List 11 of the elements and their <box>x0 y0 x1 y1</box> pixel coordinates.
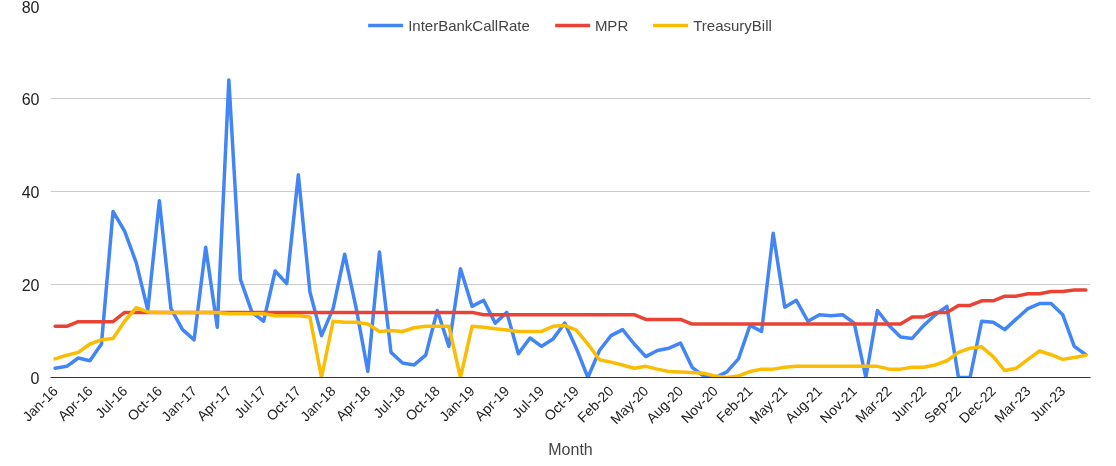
y-tick-label: 80 <box>21 0 40 16</box>
legend-label: InterBankCallRate <box>408 16 530 34</box>
x-axis-title: Month <box>548 440 593 458</box>
line-series <box>53 78 1088 378</box>
line-series <box>53 306 1088 378</box>
legend-label: TreasuryBill <box>693 16 772 34</box>
y-tick-label: 60 <box>21 90 40 108</box>
y-tick-label: 40 <box>21 183 40 201</box>
y-tick-label: 0 <box>30 369 40 387</box>
y-tick-label: 20 <box>21 276 40 294</box>
legend-label: MPR <box>594 16 629 34</box>
